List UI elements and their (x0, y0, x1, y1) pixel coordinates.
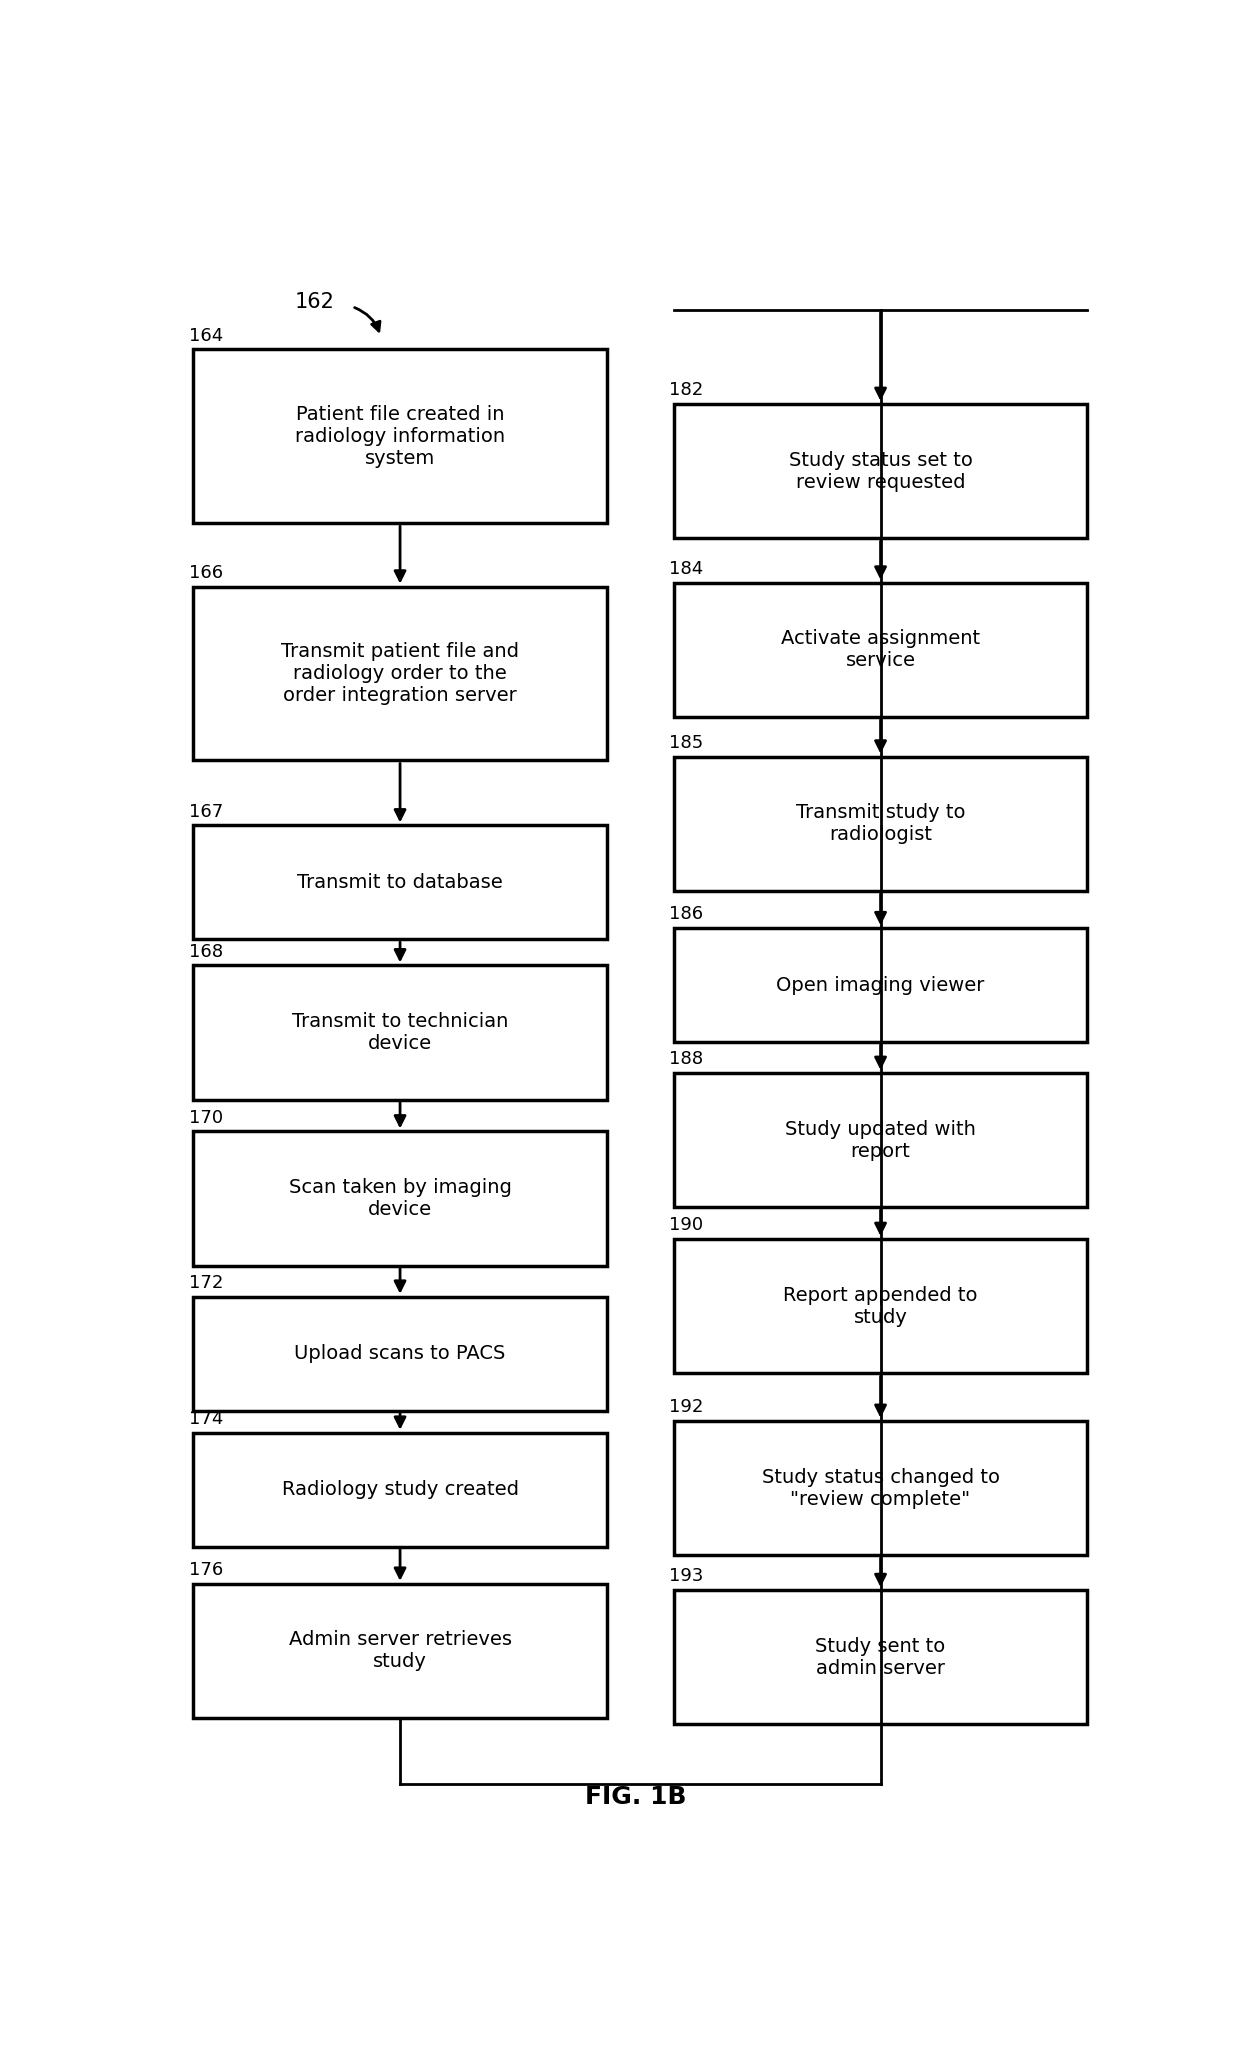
Text: Scan taken by imaging
device: Scan taken by imaging device (289, 1179, 511, 1220)
FancyBboxPatch shape (193, 965, 606, 1099)
Text: Study sent to
admin server: Study sent to admin server (816, 1637, 946, 1678)
Text: 193: 193 (670, 1567, 703, 1586)
Text: Transmit to database: Transmit to database (298, 873, 503, 891)
FancyBboxPatch shape (675, 405, 1087, 538)
Text: 182: 182 (670, 382, 703, 398)
Text: Radiology study created: Radiology study created (281, 1481, 518, 1499)
FancyBboxPatch shape (193, 826, 606, 939)
Text: Study status set to
review requested: Study status set to review requested (789, 450, 972, 491)
Text: 192: 192 (670, 1399, 703, 1415)
Text: Transmit to technician
device: Transmit to technician device (291, 1013, 508, 1054)
Text: Study updated with
report: Study updated with report (785, 1119, 976, 1161)
Text: 168: 168 (188, 943, 223, 961)
Text: 185: 185 (670, 733, 703, 752)
FancyBboxPatch shape (193, 1434, 606, 1547)
Text: Open imaging viewer: Open imaging viewer (776, 976, 985, 994)
Text: 188: 188 (670, 1050, 703, 1068)
FancyBboxPatch shape (675, 1239, 1087, 1374)
Text: 164: 164 (188, 327, 223, 345)
FancyBboxPatch shape (675, 1072, 1087, 1208)
Text: FIG. 1B: FIG. 1B (585, 1785, 686, 1810)
Text: 166: 166 (188, 563, 223, 581)
FancyBboxPatch shape (675, 756, 1087, 891)
FancyBboxPatch shape (193, 1296, 606, 1411)
FancyBboxPatch shape (675, 1590, 1087, 1725)
FancyBboxPatch shape (675, 928, 1087, 1041)
FancyBboxPatch shape (675, 1421, 1087, 1555)
Text: 167: 167 (188, 803, 223, 822)
Text: Admin server retrieves
study: Admin server retrieves study (289, 1631, 512, 1672)
Text: 190: 190 (670, 1216, 703, 1234)
FancyBboxPatch shape (193, 1584, 606, 1717)
FancyBboxPatch shape (193, 349, 606, 524)
Text: Report appended to
study: Report appended to study (784, 1286, 978, 1327)
FancyBboxPatch shape (193, 587, 606, 760)
Text: Study status changed to
"review complete": Study status changed to "review complete… (761, 1467, 999, 1508)
Text: 176: 176 (188, 1561, 223, 1580)
Text: Upload scans to PACS: Upload scans to PACS (294, 1343, 506, 1364)
Text: Transmit patient file and
radiology order to the
order integration server: Transmit patient file and radiology orde… (281, 643, 520, 705)
Text: 170: 170 (188, 1109, 223, 1128)
Text: 186: 186 (670, 906, 703, 924)
Text: 172: 172 (188, 1273, 223, 1292)
Text: 184: 184 (670, 561, 703, 577)
FancyBboxPatch shape (193, 1132, 606, 1265)
Text: Patient file created in
radiology information
system: Patient file created in radiology inform… (295, 405, 505, 468)
Text: 174: 174 (188, 1409, 223, 1428)
Text: Activate assignment
service: Activate assignment service (781, 629, 980, 670)
Text: Transmit study to
radiologist: Transmit study to radiologist (796, 803, 965, 844)
Text: 162: 162 (294, 292, 335, 312)
FancyBboxPatch shape (675, 583, 1087, 717)
